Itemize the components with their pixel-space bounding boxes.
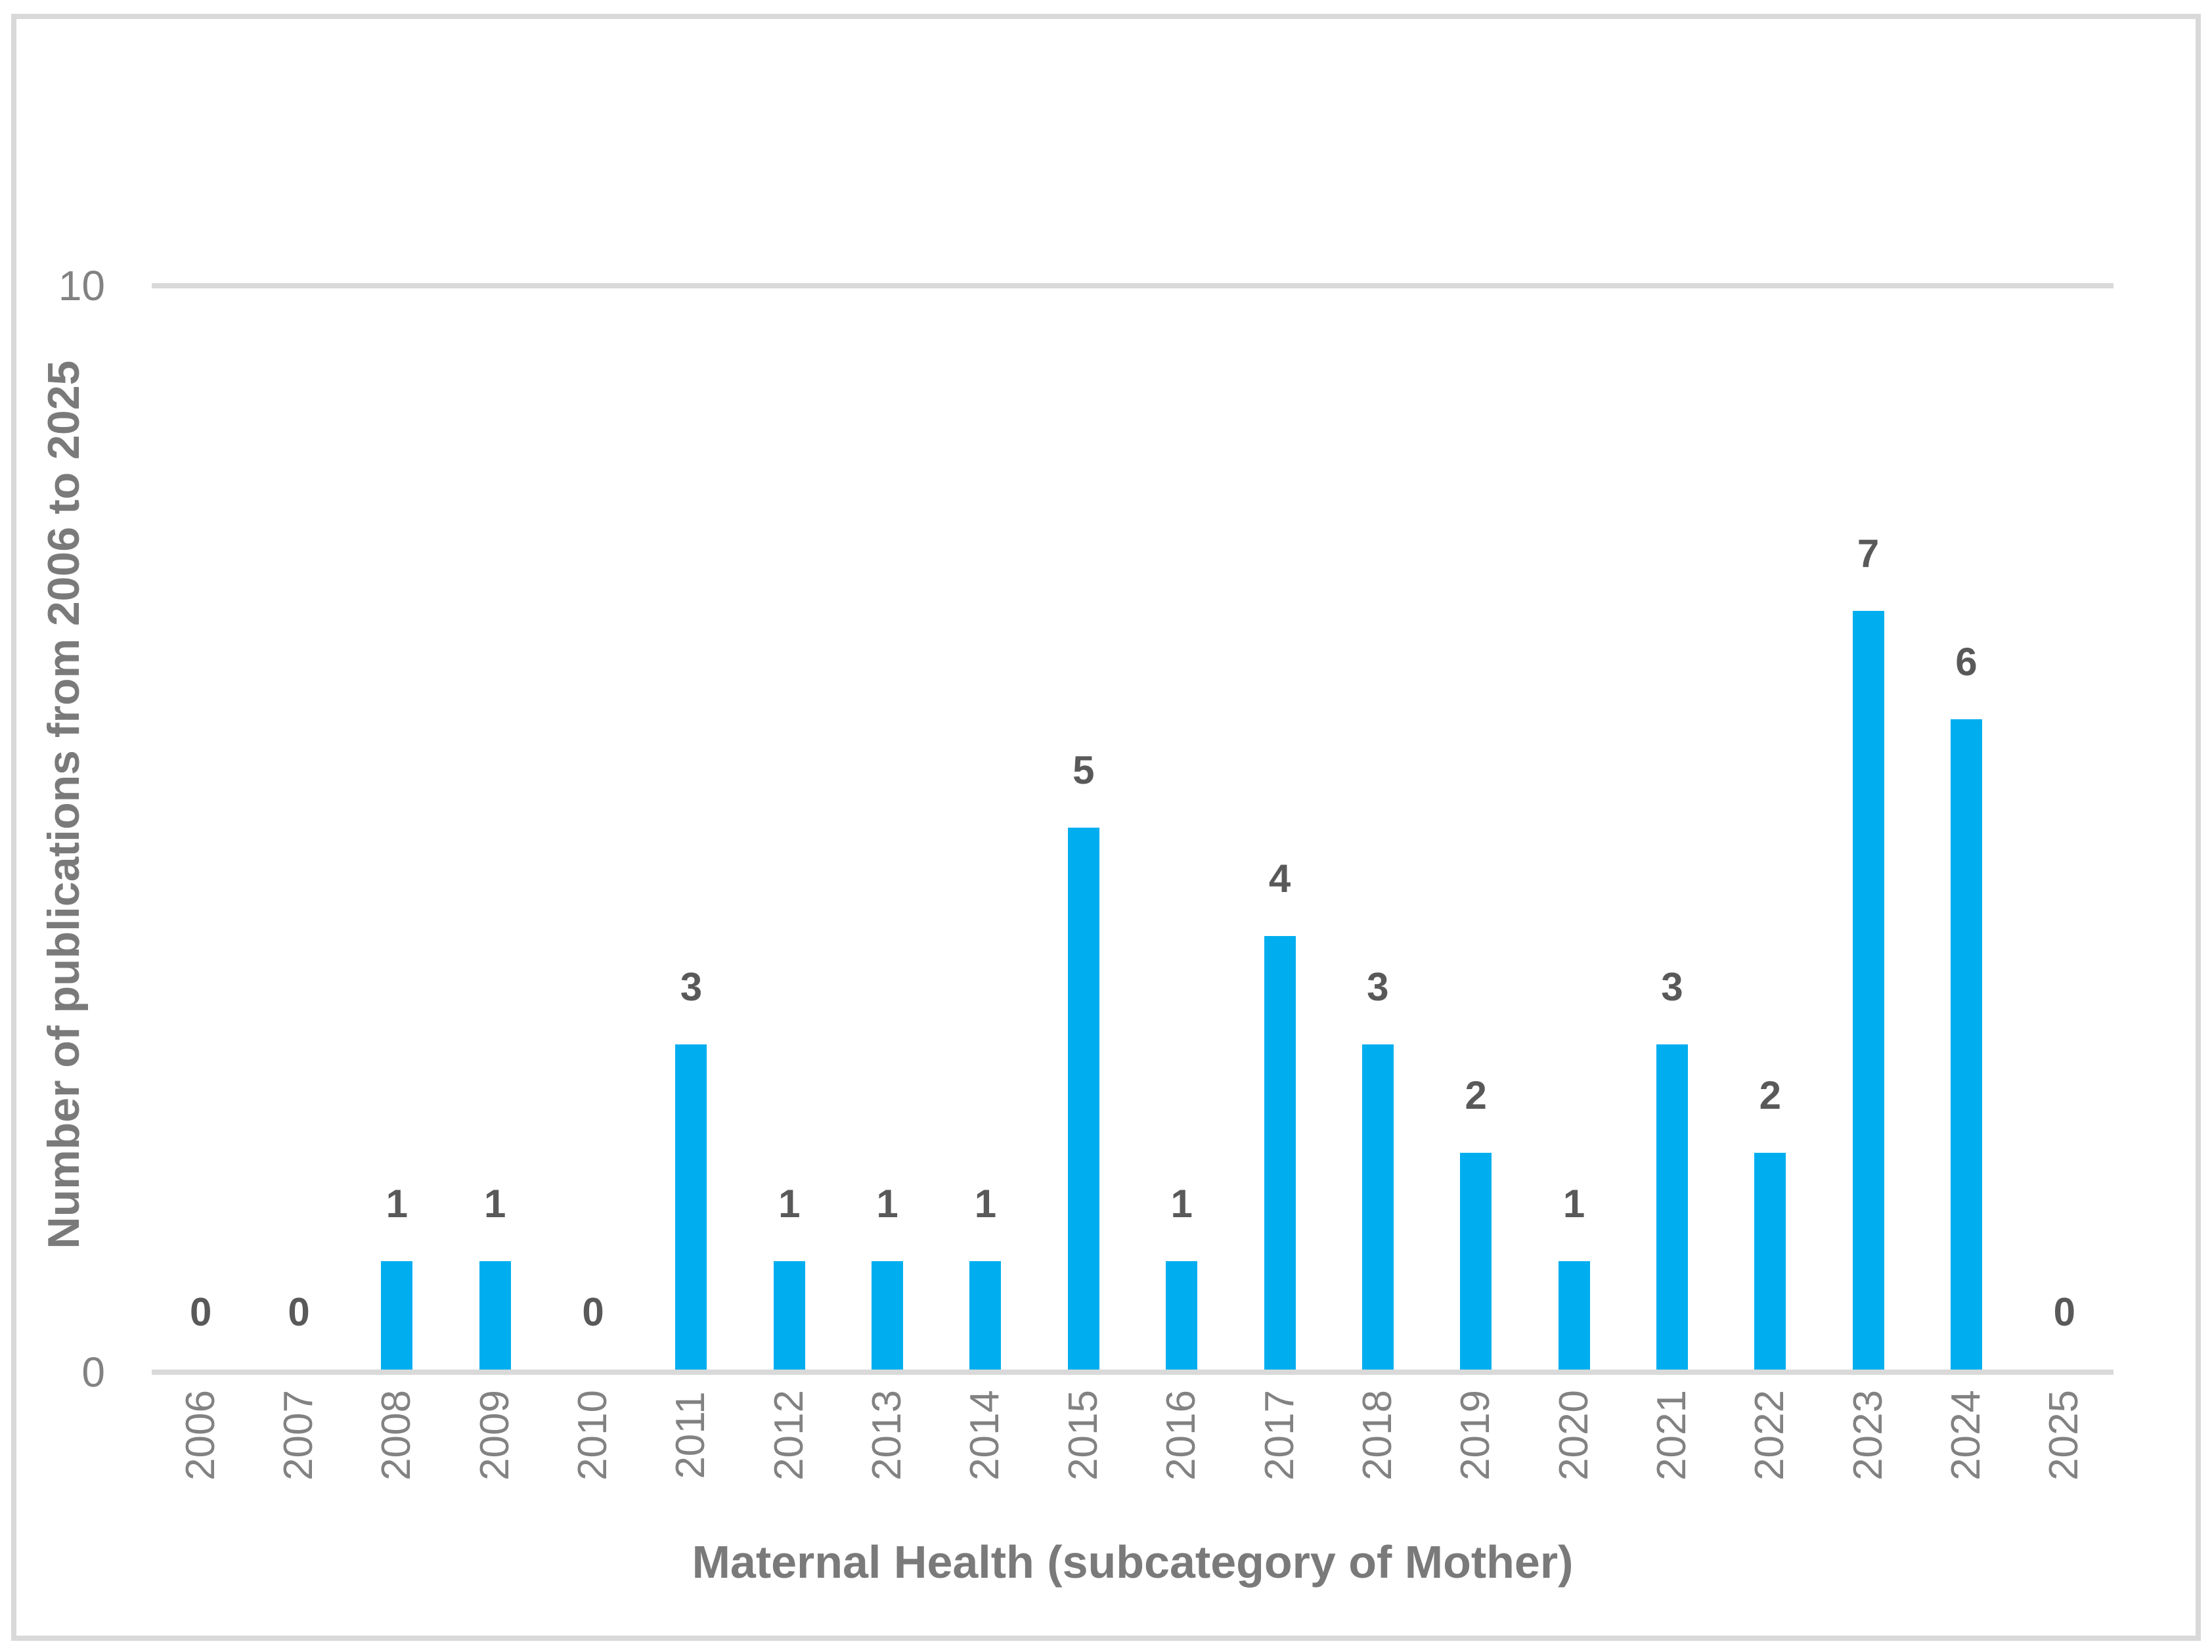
- data-label-2018: 3: [1367, 965, 1389, 1009]
- x-axis-tick-2024: 2024: [1943, 1390, 1989, 1481]
- x-axis-tick-2025: 2025: [2041, 1390, 2087, 1481]
- x-axis-tick-2013: 2013: [864, 1390, 910, 1481]
- bar-2015: [1067, 828, 1099, 1370]
- x-axis-tick-2015: 2015: [1060, 1390, 1106, 1481]
- y-axis-title: Number of publications from 2006 to 2025: [39, 360, 89, 1249]
- data-label-2019: 2: [1465, 1073, 1487, 1117]
- data-label-2013: 1: [876, 1182, 898, 1226]
- x-axis-tick-2010: 2010: [570, 1390, 616, 1481]
- bar-2014: [969, 1261, 1002, 1370]
- x-axis-tick-2022: 2022: [1747, 1390, 1793, 1481]
- data-label-2020: 1: [1562, 1182, 1585, 1226]
- x-axis-tick-2008: 2008: [374, 1390, 420, 1481]
- bar-2023: [1852, 611, 1884, 1370]
- data-label-2025: 0: [2053, 1290, 2075, 1334]
- bar-2017: [1264, 936, 1296, 1370]
- data-label-2021: 3: [1661, 965, 1683, 1009]
- data-label-2014: 1: [974, 1182, 997, 1226]
- x-axis-tick-2007: 2007: [276, 1390, 322, 1481]
- data-label-2008: 1: [386, 1182, 409, 1226]
- bar-2019: [1460, 1153, 1492, 1370]
- bar-2016: [1166, 1261, 1198, 1370]
- x-axis-tick-2016: 2016: [1159, 1390, 1205, 1481]
- x-axis-line: [152, 1370, 2113, 1375]
- data-label-2024: 6: [1955, 640, 1978, 684]
- data-label-2012: 1: [778, 1182, 801, 1226]
- x-axis-tick-2021: 2021: [1648, 1390, 1694, 1481]
- x-axis-title: Maternal Health (subcategory of Mother): [692, 1536, 1574, 1588]
- bar-2009: [479, 1261, 511, 1370]
- x-axis-tick-2019: 2019: [1453, 1390, 1499, 1481]
- x-axis-tick-2006: 2006: [177, 1390, 223, 1481]
- data-label-2016: 1: [1170, 1182, 1193, 1226]
- bar-2024: [1950, 719, 1982, 1370]
- x-axis-tick-2017: 2017: [1256, 1390, 1302, 1481]
- y-axis-tick-10: 10: [58, 262, 105, 309]
- bar-2012: [773, 1261, 805, 1370]
- bar-2008: [381, 1261, 413, 1370]
- x-axis-tick-2012: 2012: [766, 1390, 812, 1481]
- data-label-2010: 0: [582, 1290, 604, 1334]
- y-axis-tick-0: 0: [81, 1349, 105, 1396]
- data-label-2007: 0: [288, 1290, 310, 1334]
- x-axis-tick-2020: 2020: [1551, 1390, 1597, 1481]
- chart-border-frame: [11, 14, 2201, 1641]
- gridline-y10: [152, 283, 2113, 288]
- bar-2022: [1754, 1153, 1786, 1370]
- x-axis-tick-2018: 2018: [1354, 1390, 1400, 1481]
- data-label-2022: 2: [1759, 1073, 1781, 1117]
- data-label-2017: 4: [1268, 857, 1291, 901]
- bar-2018: [1361, 1044, 1394, 1370]
- bar-2021: [1656, 1044, 1688, 1370]
- x-axis-tick-2023: 2023: [1845, 1390, 1891, 1481]
- bar-2013: [872, 1261, 904, 1370]
- data-label-2023: 7: [1857, 531, 1880, 575]
- data-label-2011: 3: [680, 965, 703, 1009]
- data-label-2015: 5: [1073, 748, 1095, 792]
- bar-2011: [675, 1044, 707, 1370]
- x-axis-tick-2014: 2014: [962, 1390, 1008, 1481]
- data-label-2006: 0: [189, 1290, 212, 1334]
- data-label-2009: 1: [484, 1182, 506, 1226]
- x-axis-tick-2011: 2011: [668, 1391, 714, 1479]
- bar-2020: [1558, 1261, 1590, 1370]
- x-axis-tick-2009: 2009: [472, 1390, 518, 1481]
